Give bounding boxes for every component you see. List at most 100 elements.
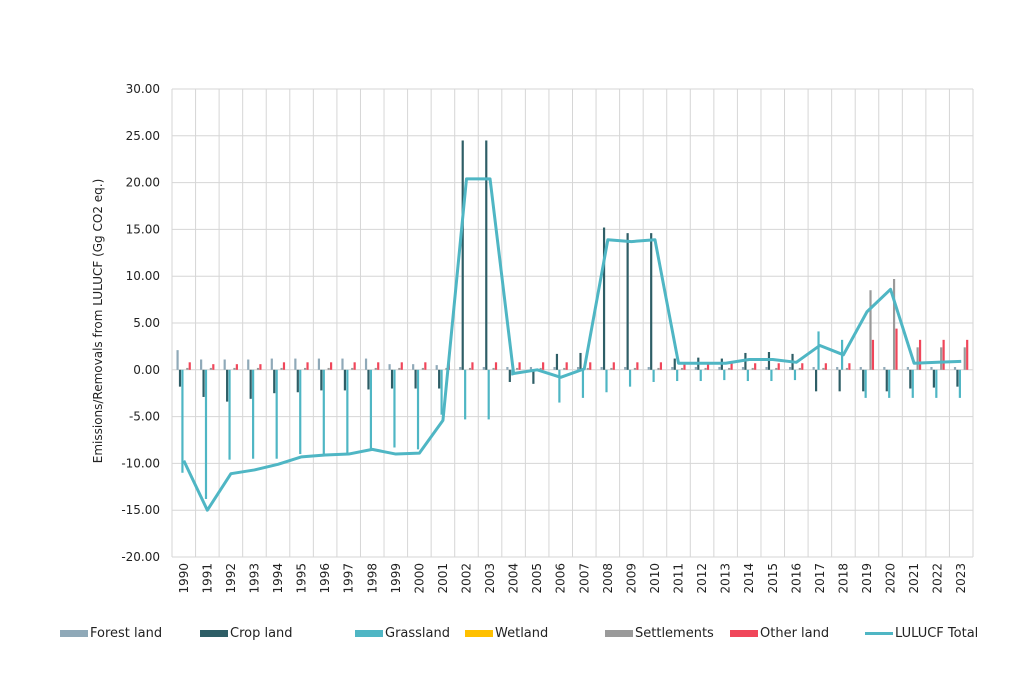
bar-other-land bbox=[612, 362, 615, 370]
x-tick-label: 1991 bbox=[200, 563, 214, 594]
x-tick-label: 2016 bbox=[789, 563, 803, 594]
bar-forest-land bbox=[624, 366, 627, 370]
bar-settlements bbox=[751, 367, 754, 370]
y-tick-label: 5.00 bbox=[133, 316, 160, 330]
bar-settlements bbox=[421, 367, 424, 370]
x-tick-label: 2003 bbox=[483, 563, 497, 594]
x-tick-label: 1990 bbox=[177, 563, 191, 594]
bar-grassland bbox=[723, 369, 726, 381]
bar-crop-land bbox=[390, 369, 394, 389]
legend-label: Crop land bbox=[230, 626, 293, 641]
y-axis-ticks: 30.00 25.00 20.00 15.00 10.00 5.00 0.00 -5.00 -1… bbox=[121, 82, 160, 564]
legend-item-grassland: Grassland bbox=[355, 626, 450, 641]
bar-settlements bbox=[963, 347, 966, 370]
bar-forest-land bbox=[435, 365, 438, 370]
bar-grassland bbox=[699, 369, 702, 382]
bar-other-land bbox=[754, 363, 757, 370]
bar-other-land bbox=[235, 364, 238, 370]
legend-swatch bbox=[60, 630, 88, 637]
x-tick-label: 2000 bbox=[412, 563, 426, 594]
bar-other-land bbox=[895, 328, 898, 370]
y-tick-label: 25.00 bbox=[126, 129, 160, 143]
bar-crop-land bbox=[885, 369, 888, 392]
bar-crop-land bbox=[579, 352, 582, 370]
bar-forest-land bbox=[718, 366, 721, 370]
bar-settlements bbox=[657, 367, 660, 370]
bar-other-land bbox=[542, 362, 545, 370]
bar-grassland bbox=[322, 369, 325, 455]
bar-grassland bbox=[464, 369, 467, 420]
bar-other-land bbox=[188, 362, 191, 370]
gridlines bbox=[171, 88, 974, 558]
bar-settlements bbox=[351, 367, 354, 370]
bar-settlements bbox=[563, 367, 566, 370]
x-tick-label: 2013 bbox=[719, 563, 733, 594]
bar-grassland bbox=[440, 369, 443, 415]
bar-crop-land bbox=[532, 369, 535, 384]
bar-forest-land bbox=[506, 366, 509, 370]
bar-grassland bbox=[746, 369, 749, 382]
bar-settlements bbox=[610, 367, 613, 370]
legend-item-forest-land: Forest land bbox=[60, 626, 162, 641]
y-axis-label: Emissions/Removals from LULUCF (Gg CO2 e… bbox=[91, 179, 105, 464]
x-tick-label: 2009 bbox=[624, 563, 638, 594]
bar-other-land bbox=[494, 362, 498, 370]
x-tick-label: 2004 bbox=[507, 563, 521, 594]
y-tick-label: 10.00 bbox=[126, 269, 160, 283]
x-tick-label: 2023 bbox=[954, 563, 968, 594]
bar-other-land bbox=[942, 339, 945, 370]
bar-forest-land bbox=[223, 359, 226, 370]
x-tick-label: 2015 bbox=[766, 563, 780, 594]
bar-forest-land bbox=[270, 358, 273, 370]
bar-other-land bbox=[212, 364, 215, 370]
bar-forest-land bbox=[176, 350, 179, 370]
legend-label: Settlements bbox=[635, 626, 714, 641]
bar-settlements bbox=[586, 367, 589, 370]
bar-other-land bbox=[871, 339, 875, 370]
bar-crop-land bbox=[815, 369, 818, 392]
bar-crop-land bbox=[650, 233, 653, 370]
legend-swatch bbox=[355, 630, 383, 637]
legend-item-lulucf-total: LULUCF Total bbox=[865, 626, 978, 641]
bar-forest-land bbox=[836, 366, 839, 370]
bar-other-land bbox=[518, 362, 521, 370]
bar-grassland bbox=[346, 369, 349, 454]
bar-crop-land bbox=[438, 369, 441, 389]
bar-settlements bbox=[539, 367, 542, 370]
bar-forest-land bbox=[883, 366, 886, 370]
y-tick-label: -5.00 bbox=[129, 410, 160, 424]
x-tick-label: 2008 bbox=[601, 563, 615, 594]
bar-crop-land bbox=[226, 369, 229, 402]
bar-grassland bbox=[181, 369, 184, 473]
bar-settlements bbox=[374, 367, 377, 370]
bar-other-land bbox=[801, 363, 804, 370]
y-tick-label: 0.00 bbox=[133, 363, 160, 377]
bar-other-land bbox=[589, 362, 592, 370]
bar-other-land bbox=[683, 363, 686, 370]
bar-settlements bbox=[633, 367, 637, 370]
bar-grassland bbox=[676, 369, 679, 382]
bar-settlements bbox=[327, 367, 330, 370]
legend-label: Other land bbox=[760, 626, 830, 641]
x-tick-label: 2001 bbox=[436, 563, 450, 594]
bar-grassland bbox=[935, 369, 938, 398]
bar-crop-land bbox=[485, 140, 488, 370]
legend-item-wetland: Wetland bbox=[465, 626, 548, 641]
bar-forest-land bbox=[341, 358, 344, 370]
bar-settlements bbox=[209, 367, 212, 370]
bar-grassland bbox=[581, 369, 585, 398]
bar-forest-land bbox=[600, 366, 603, 370]
bar-settlements bbox=[256, 367, 260, 370]
bar-crop-land bbox=[909, 369, 912, 389]
bar-crop-land bbox=[508, 369, 511, 382]
bar-grassland bbox=[817, 331, 820, 370]
x-tick-label: 2022 bbox=[931, 563, 945, 594]
line-lulucf-total bbox=[182, 177, 962, 512]
bar-forest-land bbox=[789, 366, 792, 370]
bar-other-land bbox=[730, 363, 733, 370]
bar-other-land bbox=[848, 363, 851, 370]
bar-other-land bbox=[471, 362, 474, 370]
legend-label: Wetland bbox=[495, 626, 549, 641]
bar-crop-land bbox=[555, 353, 559, 370]
